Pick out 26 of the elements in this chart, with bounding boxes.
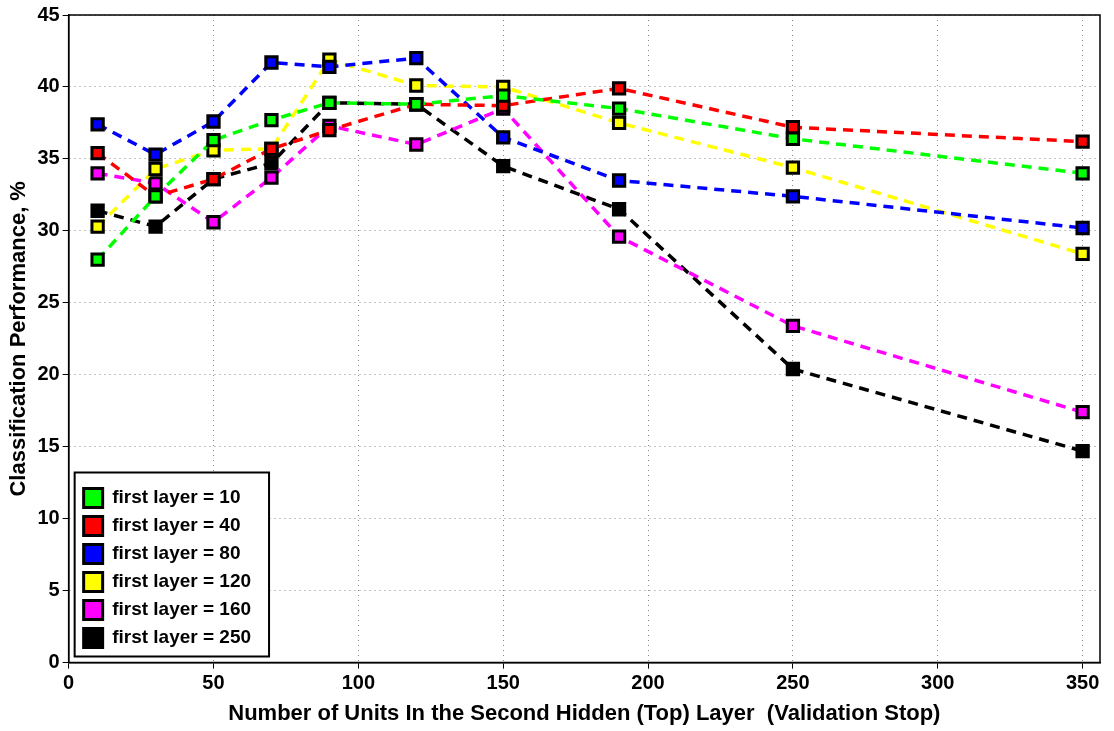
y-tick-label: 15 xyxy=(37,434,60,457)
y-tick-label: 40 xyxy=(37,74,60,97)
legend-label: first layer = 40 xyxy=(112,514,241,536)
y-tick-label: 45 xyxy=(37,2,60,25)
legend-label: first layer = 120 xyxy=(112,570,252,592)
legend-label: first layer = 250 xyxy=(112,626,252,648)
y-axis-title: Classification Performance, % xyxy=(5,181,31,497)
x-tick-label: 0 xyxy=(63,671,75,694)
legend-label: first layer = 10 xyxy=(112,486,241,508)
x-tick-label: 300 xyxy=(921,671,955,694)
y-tick-label: 35 xyxy=(37,146,60,169)
x-tick-label: 200 xyxy=(631,671,665,694)
x-tick-label: 150 xyxy=(486,671,520,694)
y-tick-label: 25 xyxy=(37,290,60,313)
y-tick-label: 10 xyxy=(37,506,60,529)
x-axis-title: Number of Units In the Second Hidden (Top) Layer (Validation Stop) xyxy=(228,699,941,725)
x-tick-label: 50 xyxy=(202,671,225,694)
x-tick-label: 250 xyxy=(776,671,810,694)
y-tick-label: 30 xyxy=(37,218,60,241)
y-tick-label: 0 xyxy=(48,650,60,673)
x-tick-label: 100 xyxy=(341,671,376,694)
x-tick-label: 350 xyxy=(1065,671,1100,694)
legend-label: first layer = 80 xyxy=(112,542,241,564)
y-tick-label: 20 xyxy=(37,362,60,385)
legend-label: first layer = 160 xyxy=(112,598,252,620)
y-tick-label: 5 xyxy=(48,578,60,601)
